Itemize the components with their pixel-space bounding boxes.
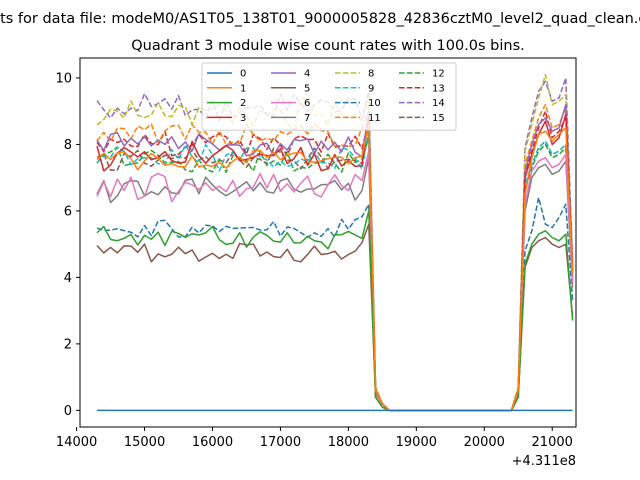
legend-label-14: 14 (432, 98, 445, 109)
y-tick-label: 10 (55, 71, 72, 86)
legend-label-2: 2 (240, 98, 246, 109)
legend-label-10: 10 (368, 98, 381, 109)
legend-label-1: 1 (240, 83, 246, 94)
axes-frame (79, 57, 577, 428)
figure-supertitle: Plots for data file: modeM0/AS1T05_138T0… (0, 11, 640, 27)
legend-label-3: 3 (240, 113, 246, 124)
legend-label-4: 4 (304, 69, 310, 80)
series-line-8 (96, 73, 574, 412)
y-tick-label: 2 (64, 337, 72, 352)
series-line-9 (96, 130, 574, 412)
y-tick-label: 0 (64, 404, 72, 419)
legend-label-5: 5 (304, 83, 310, 94)
x-tick-label: 17000 (260, 435, 301, 450)
series-layer (96, 73, 574, 412)
legend-box (201, 62, 457, 131)
x-tick-label: 18000 (328, 435, 369, 450)
legend-label-7: 7 (304, 113, 310, 124)
chart-title: Quadrant 3 module wise count rates with … (131, 38, 525, 54)
x-tick-label: 14000 (56, 435, 97, 450)
x-tick-label: 19000 (396, 435, 437, 450)
legend-label-6: 6 (304, 98, 310, 109)
legend-label-12: 12 (432, 69, 445, 80)
legend-label-11: 11 (368, 113, 381, 124)
y-tick-label: 6 (64, 204, 72, 219)
y-tick-label: 4 (64, 271, 72, 286)
legend-label-0: 0 (240, 69, 246, 80)
legend-label-15: 15 (432, 113, 445, 124)
y-tick-label: 8 (64, 138, 72, 153)
x-tick-label: 21000 (532, 435, 573, 450)
x-tick-label: 20000 (464, 435, 505, 450)
x-offset-label: +4.311e8 (512, 454, 576, 469)
legend-label-8: 8 (368, 69, 374, 80)
x-tick-label: 16000 (192, 435, 233, 450)
ticks-layer: 14000 15000 16000 17000 18000 19000 20000 21000… (55, 71, 572, 450)
x-tick-label: 15000 (124, 435, 165, 450)
legend-label-9: 9 (368, 83, 374, 94)
legend-label-13: 13 (432, 83, 445, 94)
